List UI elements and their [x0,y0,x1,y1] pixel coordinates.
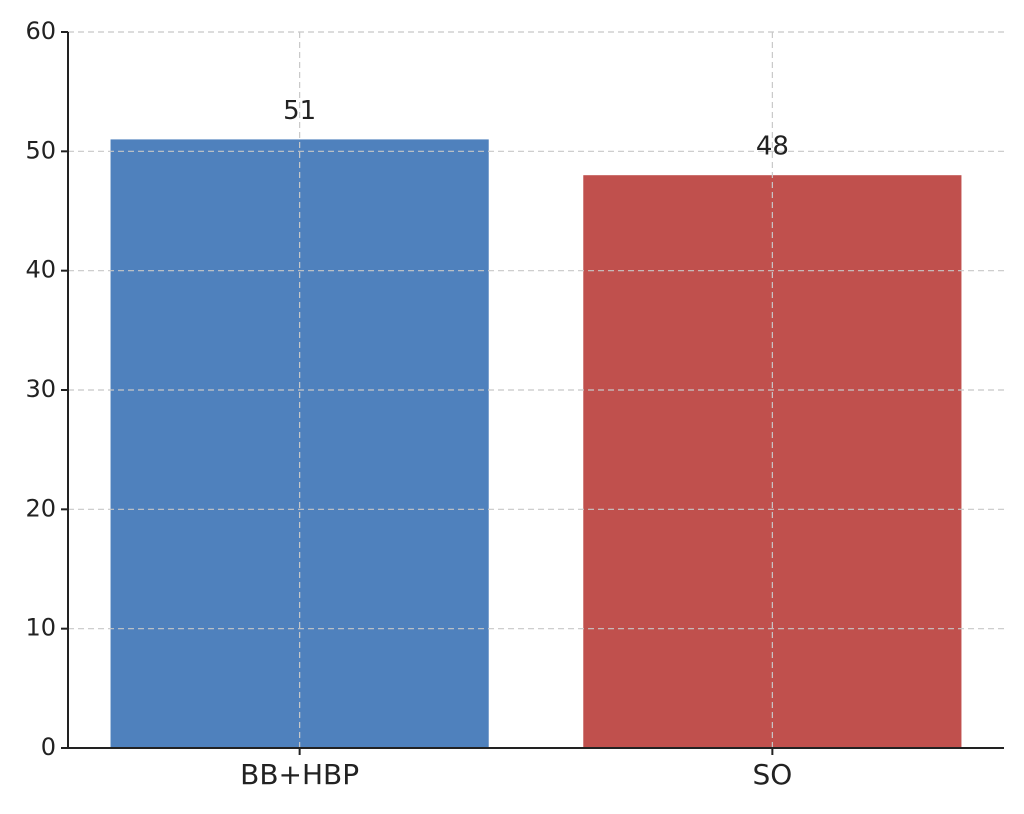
data-label: 51 [283,96,316,126]
x-tick-label: SO [752,758,792,791]
data-label: 48 [756,132,789,162]
y-tick-label: 0 [41,733,56,761]
y-tick-label: 20 [25,494,56,522]
y-tick-label: 30 [25,375,56,403]
y-tick-label: 40 [25,256,56,284]
y-tick-label: 60 [25,17,56,45]
y-tick-label: 50 [25,136,56,164]
x-tick-label: BB+HBP [240,758,359,791]
y-tick-label: 10 [25,614,56,642]
